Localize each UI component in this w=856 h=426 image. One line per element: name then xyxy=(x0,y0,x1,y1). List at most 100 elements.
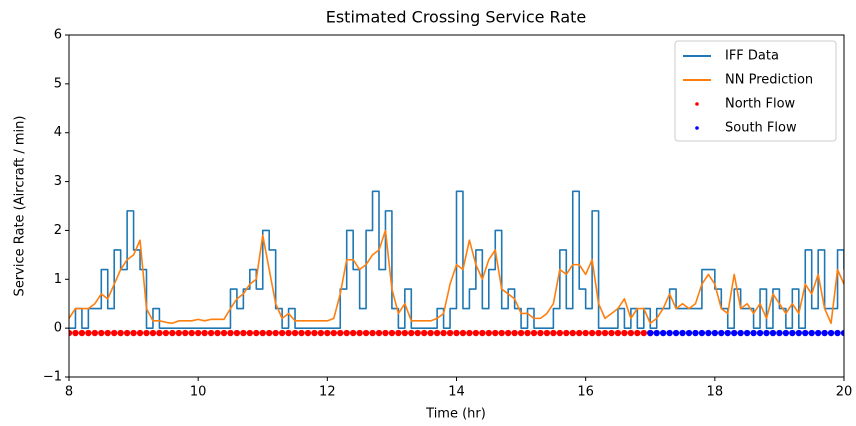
chart-title: Estimated Crossing Service Rate xyxy=(326,8,587,27)
scatter-point xyxy=(201,329,208,337)
scatter-point xyxy=(634,329,641,337)
scatter-point xyxy=(408,329,415,337)
scatter-point xyxy=(485,329,492,337)
y-axis-label: Service Rate (Aircraft / min) xyxy=(13,116,28,297)
scatter-point xyxy=(563,329,570,337)
scatter-point xyxy=(266,329,273,337)
scatter-point xyxy=(530,329,538,337)
scatter-point xyxy=(233,329,241,337)
scatter-point xyxy=(466,329,473,337)
scatter-point xyxy=(72,329,79,337)
x-tick-label: 14 xyxy=(448,385,465,400)
x-tick-label: 8 xyxy=(65,385,73,400)
scatter-point xyxy=(227,329,234,337)
x-tick-label: 16 xyxy=(577,385,594,400)
scatter-point xyxy=(834,329,841,337)
legend-label: IFF Data xyxy=(725,49,779,64)
scatter-point xyxy=(750,329,757,337)
scatter-point xyxy=(272,329,279,337)
scatter-point xyxy=(789,329,796,337)
x-tick-label: 20 xyxy=(836,385,853,400)
legend-label: South Flow xyxy=(725,121,797,136)
scatter-point xyxy=(414,329,421,337)
scatter-point xyxy=(550,329,557,337)
scatter-point xyxy=(472,329,480,337)
scatter-point xyxy=(278,329,286,337)
plot-area xyxy=(69,190,844,337)
scatter-point xyxy=(737,329,744,337)
scatter-point xyxy=(795,329,802,337)
scatter-point xyxy=(149,329,157,337)
scatter-point xyxy=(214,329,221,337)
scatter-point xyxy=(98,329,105,337)
scatter-point xyxy=(492,329,499,337)
legend-label: North Flow xyxy=(725,97,796,112)
scatter-point xyxy=(440,329,447,337)
legend-box xyxy=(674,40,837,142)
scatter-point xyxy=(311,329,318,337)
scatter-point xyxy=(246,329,254,337)
scatter-point xyxy=(298,329,305,337)
scatter-point xyxy=(453,329,460,337)
scatter-point xyxy=(711,329,719,337)
scatter-point xyxy=(317,329,325,337)
x-axis-label: Time (hr) xyxy=(425,407,486,422)
scatter-point xyxy=(504,329,512,337)
scatter-point xyxy=(304,329,312,337)
y-tick-label: 4 xyxy=(54,125,62,140)
scatter-point xyxy=(220,329,228,337)
y-tick-label: 2 xyxy=(54,223,62,238)
x-tick-label: 12 xyxy=(319,385,336,400)
scatter-point xyxy=(349,329,357,337)
scatter-point xyxy=(827,329,835,337)
x-tick-label: 10 xyxy=(190,385,207,400)
scatter-point xyxy=(362,329,370,337)
scatter-point xyxy=(498,329,505,337)
scatter-point xyxy=(802,329,809,337)
scatter-point xyxy=(659,329,667,337)
scatter-point xyxy=(117,329,124,337)
scatter-point xyxy=(291,329,299,337)
scatter-point xyxy=(821,329,828,337)
scatter-point xyxy=(433,329,441,337)
scatter-point xyxy=(194,329,202,337)
scatter-point xyxy=(595,329,602,337)
scatter-point xyxy=(524,329,531,337)
scatter-point xyxy=(769,329,777,337)
scatter-point xyxy=(621,329,628,337)
scatter-point xyxy=(207,329,215,337)
series-line xyxy=(69,190,844,329)
scatter-point xyxy=(91,329,99,337)
scatter-point xyxy=(324,329,331,337)
scatter-point xyxy=(576,329,583,337)
scatter-point xyxy=(356,329,363,337)
scatter-point xyxy=(175,329,182,337)
scatter-point xyxy=(259,329,266,337)
scatter-point xyxy=(692,329,699,337)
scatter-point xyxy=(104,329,111,337)
scatter-point xyxy=(653,329,660,337)
scatter-point xyxy=(588,329,596,337)
scatter-point xyxy=(666,329,673,337)
scatter-point xyxy=(763,329,770,337)
plot-frame xyxy=(68,34,845,378)
x-tick-label: 18 xyxy=(707,385,724,400)
scatter-point xyxy=(479,329,486,337)
legend-label: NN Prediction xyxy=(725,73,813,88)
scatter-point xyxy=(459,329,467,337)
scatter-point xyxy=(756,329,764,337)
scatter-point xyxy=(382,329,389,337)
scatter-point xyxy=(672,329,680,337)
scatter-point xyxy=(724,329,731,337)
scatter-point xyxy=(343,329,350,337)
scatter-point xyxy=(627,329,635,337)
y-tick-label: 6 xyxy=(54,28,62,43)
scatter-point xyxy=(647,329,654,337)
scatter-point xyxy=(130,329,137,337)
scatter-point xyxy=(123,329,131,337)
scatter-point xyxy=(156,329,163,337)
scatter-point xyxy=(143,329,150,337)
scatter-point xyxy=(608,329,615,337)
scatter-point xyxy=(337,329,344,337)
